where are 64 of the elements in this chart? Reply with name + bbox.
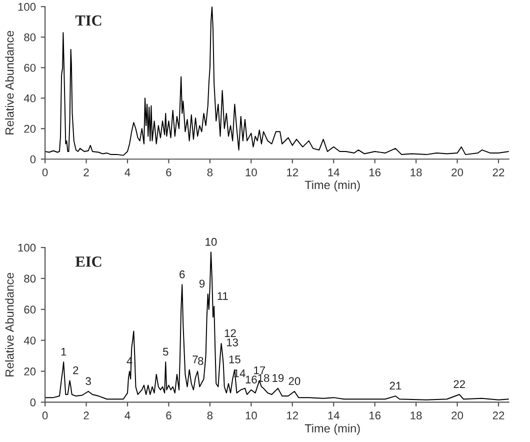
annotation: 21	[390, 382, 402, 390]
x-tick-label: 20	[452, 168, 464, 176]
y-tick-label: 80	[24, 274, 36, 283]
y-tick-label: 40	[24, 94, 36, 102]
x-tick-label: 14	[328, 412, 340, 420]
line-series	[45, 252, 509, 400]
y-tick-label: 20	[24, 368, 36, 376]
annotation: 13	[226, 338, 238, 346]
annotation: 17	[254, 366, 266, 374]
x-tick-label: 6	[166, 412, 172, 420]
x-tick-label: 8	[207, 168, 213, 176]
annotation: 20	[288, 377, 300, 386]
x-tick-label: 0	[42, 168, 48, 176]
x-tick-label: 12	[287, 168, 298, 176]
y-tick-label: 0	[30, 398, 36, 406]
x-tick-label: 22	[492, 168, 504, 176]
line-series	[45, 6, 509, 156]
y-axis-title: Relative Abundance	[5, 272, 14, 376]
x-axis-title: Time (min)	[304, 424, 360, 435]
y-tick-label: 80	[24, 33, 36, 42]
annotation: 16	[246, 376, 257, 384]
chart-title: EIC	[75, 256, 102, 267]
annotation: 7	[192, 356, 198, 364]
chart-title: TIC	[75, 15, 102, 26]
x-tick-label: 16	[369, 168, 381, 176]
y-tick-label: 100	[18, 2, 36, 11]
x-tick-label: 4	[124, 412, 130, 420]
x-tick-label: 20	[452, 412, 464, 420]
x-tick-label: 22	[492, 412, 504, 420]
annotation: 15	[229, 356, 240, 364]
annotation: 1	[61, 348, 66, 356]
y-tick-label: 20	[24, 124, 36, 133]
annotation: 22	[454, 380, 465, 388]
x-tick-label: 0	[42, 412, 48, 420]
y-tick-label: 0	[30, 155, 36, 164]
annotation: 5	[162, 348, 168, 356]
y-tick-label: 40	[24, 336, 36, 344]
x-tick-label: 4	[124, 168, 130, 176]
x-tick-label: 8	[207, 412, 213, 420]
x-tick-label: 12	[287, 412, 298, 420]
annotation: 2	[73, 366, 78, 374]
annotation: 3	[86, 377, 91, 386]
annotation: 11	[218, 292, 228, 300]
annotation: 10	[206, 238, 217, 246]
x-tick-label: 16	[369, 412, 381, 420]
annotation: 6	[180, 270, 185, 278]
annotation: 12	[224, 329, 236, 337]
y-tick-label: 100	[18, 244, 36, 252]
annotation: 18	[258, 374, 270, 382]
x-tick-label: 18	[410, 412, 422, 420]
x-tick-label: 2	[84, 168, 89, 176]
y-axis-title: Relative Abundance	[5, 30, 14, 134]
y-tick-label: 60	[24, 64, 36, 72]
x-tick-label: 14	[328, 168, 340, 176]
x-axis-title: Time (min)	[304, 180, 360, 192]
x-tick-label: 18	[410, 168, 422, 176]
x-tick-label: 2	[84, 412, 89, 420]
annotation: 8	[198, 357, 204, 365]
annotation: 9	[199, 280, 205, 288]
annotation: 19	[272, 374, 284, 382]
x-tick-label: 6	[166, 168, 172, 176]
y-tick-label: 60	[24, 306, 36, 314]
x-tick-label: 10	[246, 168, 257, 176]
x-tick-label: 10	[246, 412, 257, 420]
